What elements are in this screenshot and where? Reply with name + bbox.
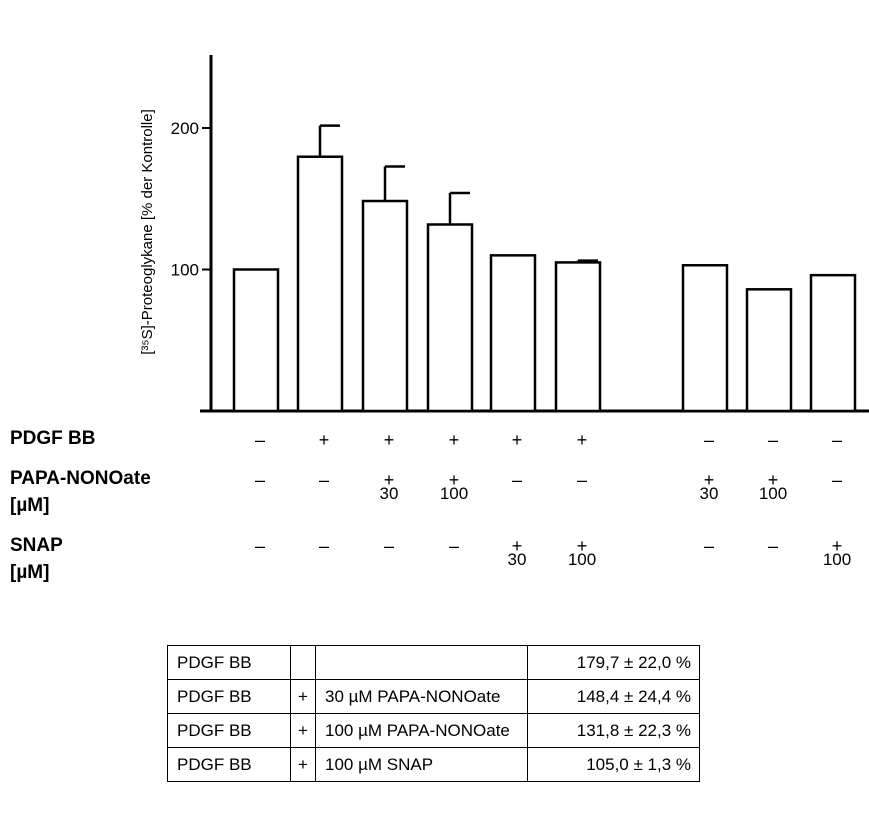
cell-name: PDGF BB — [167, 645, 291, 680]
label-pdgf: PDGF BB — [10, 428, 96, 449]
bar — [489, 254, 537, 413]
papa-mark: +30 — [369, 471, 409, 503]
pdgf-mark: + — [383, 430, 395, 450]
bar — [809, 273, 857, 413]
cell-value: 105,0 ± 1,3 % — [527, 747, 700, 782]
y-tick-label: 200 — [171, 119, 199, 138]
bar — [554, 261, 602, 413]
label-snap-unit: [µM] — [10, 562, 50, 583]
papa-mark: +100 — [434, 471, 474, 503]
snap-mark: – — [753, 537, 793, 555]
cell-value: 179,7 ± 22,0 % — [527, 645, 700, 680]
y-axis-label: [³⁵S]-Proteoglykane [% der Kontrolle] — [139, 109, 156, 355]
snap-sign: – — [703, 536, 714, 556]
papa-mark: +30 — [689, 471, 729, 503]
snap-sign: + — [576, 536, 588, 556]
cell-name: PDGF BB — [167, 713, 291, 748]
pdgf-mark: + — [448, 430, 460, 450]
snap-mark: +100 — [562, 537, 602, 569]
cell-treatment: 100 µM PAPA-NONOate — [315, 713, 528, 748]
papa-sign: + — [703, 470, 715, 490]
papa-sign: – — [511, 470, 522, 490]
table-row: PDGF BB +100 µM PAPA-NONOate 131,8 ± 22,3 … — [167, 713, 700, 748]
pdgf-mark: – — [831, 430, 842, 450]
snap-mark: – — [369, 537, 409, 555]
bar — [681, 264, 729, 413]
bar-chart: [³⁵S]-Proteoglykane [% der Kontrolle] 10… — [139, 55, 869, 413]
snap-mark: +30 — [497, 537, 537, 569]
papa-sign: + — [767, 470, 779, 490]
papa-sign: – — [576, 470, 587, 490]
snap-sign: + — [831, 536, 843, 556]
label-snap: SNAP — [10, 535, 63, 556]
cell-treatment: 30 µM PAPA-NONOate — [315, 679, 528, 714]
papa-sign: – — [831, 470, 842, 490]
snap-sign: + — [511, 536, 523, 556]
papa-dose: 30 — [699, 484, 719, 503]
snap-dose: 100 — [822, 550, 852, 569]
snap-sign: – — [318, 536, 329, 556]
snap-mark: – — [240, 537, 280, 555]
pdgf-mark: – — [254, 430, 265, 450]
table-row: PDGF BB +30 µM PAPA-NONOate 148,4 ± 24,4 % — [167, 679, 700, 714]
cell-value: 148,4 ± 24,4 % — [527, 679, 700, 714]
snap-dose: 100 — [567, 550, 597, 569]
cell-treatment — [315, 645, 528, 680]
papa-sign: – — [318, 470, 329, 490]
results-table: PDGF BB 179,7 ± 22,0 % PDGF BB +30 µM PAPA-… — [167, 645, 700, 782]
snap-mark: – — [689, 537, 729, 555]
bar — [296, 155, 344, 413]
papa-mark: – — [240, 471, 280, 489]
bars — [232, 124, 857, 413]
pdgf-mark: – — [703, 430, 714, 450]
cell-value: 131,8 ± 22,3 % — [527, 713, 700, 748]
table-row: PDGF BB +100 µM SNAP 105,0 ± 1,3 % — [167, 747, 700, 782]
pdgf-mark: + — [511, 430, 523, 450]
papa-mark: – — [497, 471, 537, 489]
papa-sign: – — [254, 470, 265, 490]
cell-name: PDGF BB — [167, 679, 291, 714]
table-row: PDGF BB 179,7 ± 22,0 % — [167, 645, 700, 680]
papa-dose: 100 — [439, 484, 469, 503]
snap-mark: +100 — [817, 537, 857, 569]
cell-plus: + — [290, 713, 316, 748]
bar — [426, 223, 474, 413]
y-ticks: 100 200 — [171, 119, 211, 280]
label-papa: PAPA-NONOate — [10, 468, 151, 489]
y-tick-label: 100 — [171, 261, 199, 280]
papa-sign: + — [383, 470, 395, 490]
snap-mark: – — [434, 537, 474, 555]
papa-dose: 30 — [379, 484, 399, 503]
snap-mark: – — [304, 537, 344, 555]
cell-plus: + — [290, 747, 316, 782]
bar — [745, 288, 793, 413]
cell-treatment: 100 µM SNAP — [315, 747, 528, 782]
label-papa-unit: [µM] — [10, 495, 50, 516]
papa-mark: – — [817, 471, 857, 489]
cell-name: PDGF BB — [167, 747, 291, 782]
bar — [232, 268, 280, 413]
papa-dose: 100 — [758, 484, 788, 503]
papa-mark: – — [562, 471, 602, 489]
snap-sign: – — [383, 536, 394, 556]
bar — [361, 199, 409, 413]
snap-dose: 30 — [507, 550, 527, 569]
cell-plus — [290, 645, 316, 680]
papa-sign: + — [448, 470, 460, 490]
pdgf-mark: + — [576, 430, 588, 450]
snap-sign: – — [254, 536, 265, 556]
papa-mark: – — [304, 471, 344, 489]
pdgf-mark: – — [767, 430, 778, 450]
snap-sign: – — [767, 536, 778, 556]
cell-plus: + — [290, 679, 316, 714]
snap-sign: – — [448, 536, 459, 556]
pdgf-mark: + — [318, 430, 330, 450]
papa-mark: +100 — [753, 471, 793, 503]
